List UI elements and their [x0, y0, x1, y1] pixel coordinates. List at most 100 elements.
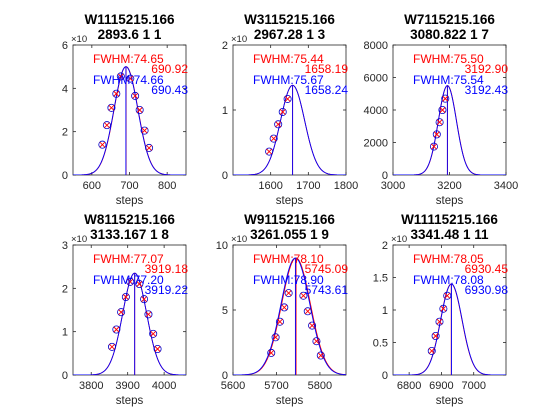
annotation-center-red: 1658.19	[305, 62, 349, 76]
data-point-circle	[145, 143, 154, 152]
y-tick-label: 1.5	[373, 273, 388, 285]
x-tick-label: 4000	[152, 380, 176, 392]
data-point-cross	[154, 346, 161, 352]
axes-box	[72, 244, 187, 376]
data-point-cross	[433, 131, 440, 138]
x-tick-label: 1700	[296, 180, 320, 192]
data-point-circle	[435, 317, 444, 326]
data-point-cross	[99, 141, 106, 148]
data-point-circle	[126, 277, 135, 286]
data-point-circle	[112, 325, 121, 334]
y-tick-label: 0	[62, 370, 68, 382]
x-tick-label: 600	[83, 180, 101, 192]
data-point-circle	[275, 317, 284, 326]
annotation-fwhm-blue: FWHM:78.08	[413, 273, 484, 287]
y-tick-label: 2000	[364, 138, 388, 150]
annotation-fwhm-red: FWHM:75.50	[413, 52, 484, 66]
data-point-circle	[274, 120, 283, 129]
annotation-center-blue: 3192.43	[465, 83, 509, 97]
x-tick-label: 7000	[461, 380, 485, 392]
data-point-circle	[435, 118, 444, 127]
data-point-circle	[267, 348, 276, 357]
annotation-fwhm-blue: FWHM:74.66	[93, 73, 164, 87]
data-point-cross	[439, 107, 446, 113]
data-point-circle	[438, 106, 447, 115]
data-point-cross	[266, 148, 272, 155]
data-point-circle	[316, 351, 325, 360]
y-exponent-label: ×10	[231, 34, 247, 45]
data-point-cross	[279, 109, 286, 115]
axes-box	[72, 44, 187, 176]
subplot-subtitle: 2893.6 1 1	[98, 27, 162, 42]
subplot-subtitle: 3261.055 1 9	[250, 227, 329, 242]
data-point-cross	[109, 344, 115, 350]
x-axis-label: steps	[276, 195, 304, 207]
data-point-cross	[444, 292, 451, 299]
data-point-circle	[140, 295, 149, 304]
data-point-circle	[126, 74, 135, 83]
axes-box	[392, 44, 507, 176]
data-point-cross	[270, 135, 277, 142]
fit-curve-blue	[393, 283, 506, 375]
data-point-cross	[313, 338, 320, 345]
data-point-circle	[280, 303, 289, 312]
subplot-title: W9115215.166	[244, 212, 335, 227]
data-point-cross	[442, 95, 449, 102]
y-tick-label: 1	[382, 305, 388, 317]
data-point-circle	[441, 94, 450, 103]
annotation-center-red: 3192.90	[465, 62, 509, 76]
subplot-4: 3800 3900 4000 0 1 2 3×10 W8115215.1663133.167 …	[62, 212, 188, 407]
y-tick-label: 4	[62, 83, 68, 95]
data-point-cross	[272, 334, 279, 341]
data-point-cross	[432, 333, 439, 339]
x-axis-label: steps	[436, 395, 464, 407]
data-point-cross	[141, 127, 148, 134]
data-point-circle	[439, 304, 448, 313]
y-tick-label: 0.5	[373, 338, 388, 350]
data-point-circle	[135, 279, 144, 288]
y-tick-label: 0	[222, 170, 228, 182]
data-point-cross	[436, 318, 443, 325]
data-point-cross	[123, 294, 129, 300]
x-tick-label: 5600	[221, 380, 245, 392]
subplot-5: 5600 5700 5800 0 5 10×10 W9115215.1663261.055 …	[216, 212, 349, 407]
data-point-circle	[283, 94, 292, 103]
data-point-cross	[145, 311, 152, 318]
data-point-circle	[427, 346, 436, 355]
data-point-cross	[285, 290, 292, 296]
y-tick-label: 0	[222, 370, 228, 382]
data-point-circle	[108, 342, 117, 351]
subplot-subtitle: 2967.28 1 3	[254, 27, 326, 42]
data-point-circle	[303, 307, 312, 316]
data-point-cross	[136, 107, 143, 113]
y-tick-label: 3	[62, 240, 68, 252]
data-point-cross	[431, 143, 437, 150]
x-tick-label: 5700	[264, 380, 288, 392]
annotation-center-red: 6930.45	[465, 262, 509, 276]
x-tick-label: 3200	[437, 180, 461, 192]
data-point-cross	[118, 73, 124, 80]
annotation-center-blue: 5743.61	[305, 283, 349, 297]
data-point-cross	[275, 121, 282, 128]
subplot-title: W7115215.166	[404, 12, 495, 27]
data-point-circle	[429, 142, 438, 151]
data-point-circle	[308, 321, 317, 330]
data-point-cross	[317, 352, 324, 359]
x-tick-label: 6900	[429, 380, 453, 392]
y-exponent-label: ×10	[71, 234, 87, 245]
subplot-subtitle: 3133.167 1 8	[90, 227, 169, 242]
data-point-circle	[149, 329, 158, 338]
y-exponent-label: ×10	[391, 234, 407, 245]
x-axis-label: steps	[116, 195, 144, 207]
x-tick-label: 6800	[397, 380, 421, 392]
data-point-circle	[107, 103, 116, 112]
y-tick-label: 2	[382, 240, 388, 252]
annotation-center-blue: 3919.22	[145, 283, 189, 297]
y-tick-label: 5	[222, 305, 228, 317]
data-point-cross	[150, 331, 157, 337]
y-tick-label: 0	[382, 170, 388, 182]
data-point-cross	[118, 309, 124, 315]
y-tick-label: 4000	[364, 105, 388, 117]
y-tick-label: 8000	[364, 40, 388, 52]
